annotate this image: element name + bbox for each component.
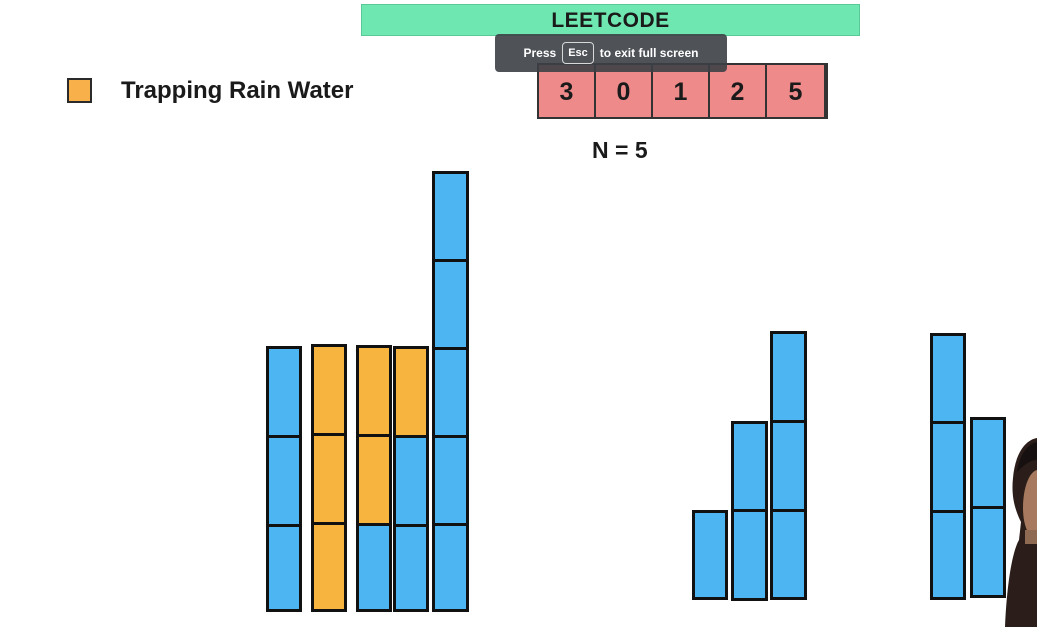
water-block bbox=[311, 433, 347, 525]
water-block bbox=[311, 522, 347, 612]
array-cell: 3 bbox=[539, 65, 596, 117]
water-block bbox=[356, 434, 392, 526]
array-cell: 5 bbox=[767, 65, 824, 117]
legend-label: Trapping Rain Water bbox=[121, 77, 354, 104]
presenter-figure bbox=[1005, 438, 1037, 627]
bar-block bbox=[930, 510, 966, 600]
bar-block bbox=[432, 523, 469, 612]
bar-block bbox=[930, 421, 966, 513]
input-array: 3 0 1 2 5 bbox=[537, 63, 828, 119]
bar-block bbox=[731, 421, 768, 512]
bar-block bbox=[356, 523, 392, 612]
n-label: N = 5 bbox=[592, 137, 648, 163]
bar-block bbox=[266, 524, 302, 612]
water-block bbox=[311, 344, 347, 436]
toast-text-after: to exit full screen bbox=[599, 46, 699, 60]
bar-block bbox=[432, 171, 469, 262]
leetcode-banner: LEETCODE bbox=[361, 4, 860, 36]
toast-text-before: Press bbox=[523, 46, 557, 60]
fullscreen-toast: Press Esc to exit full screen bbox=[495, 34, 727, 72]
bar-block bbox=[266, 346, 302, 438]
bar-block bbox=[731, 509, 768, 601]
bar-block bbox=[970, 506, 1006, 598]
bar-block bbox=[930, 333, 966, 424]
bar-block bbox=[432, 435, 469, 526]
bar-block bbox=[393, 435, 429, 527]
bar-block bbox=[692, 510, 728, 600]
bar-block bbox=[432, 347, 469, 438]
array-cell: 1 bbox=[653, 65, 710, 117]
legend-swatch bbox=[67, 78, 92, 103]
array-cell: 0 bbox=[596, 65, 653, 117]
bar-block bbox=[432, 259, 469, 350]
esc-key: Esc bbox=[562, 42, 594, 64]
water-block bbox=[393, 346, 429, 438]
bar-block bbox=[770, 331, 807, 423]
bar-block bbox=[770, 420, 807, 512]
water-block bbox=[356, 345, 392, 437]
bar-block bbox=[970, 417, 1006, 509]
bar-block bbox=[266, 435, 302, 527]
bar-block bbox=[393, 524, 429, 612]
array-cell: 2 bbox=[710, 65, 767, 117]
bar-block bbox=[770, 509, 807, 600]
